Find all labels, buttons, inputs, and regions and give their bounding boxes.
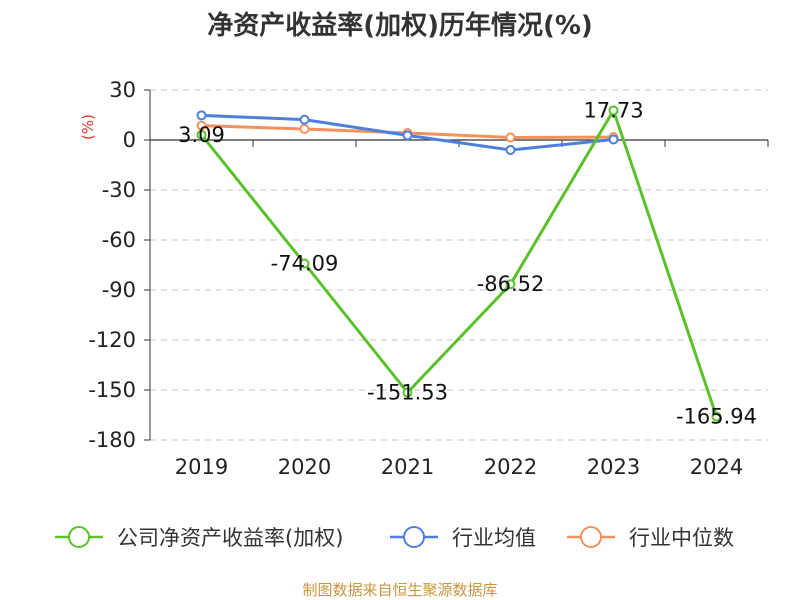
data-point <box>196 110 207 121</box>
data-point <box>299 114 310 125</box>
data-point <box>196 120 207 131</box>
x-tick-label: 2021 <box>381 455 434 479</box>
y-tick-label: -90 <box>102 278 136 302</box>
x-tick-label: 2022 <box>484 455 537 479</box>
legend-marker <box>580 526 602 548</box>
y-tick-label: -180 <box>88 428 136 452</box>
data-point <box>402 387 413 398</box>
y-tick-label: -60 <box>102 228 136 252</box>
data-label: -151.53 <box>367 381 448 405</box>
y-tick-label: -120 <box>88 328 136 352</box>
data-point <box>299 258 310 269</box>
axes: 30 0 -30 -60 -90 -120 -150 -180 2019 2020 2021 2022… <box>88 78 769 479</box>
legend-label: 行业中位数 <box>629 526 734 550</box>
data-label: -165.94 <box>676 405 757 429</box>
y-tick-label: -30 <box>102 178 136 202</box>
data-label: 3.09 <box>178 123 225 147</box>
data-point <box>608 105 619 116</box>
legend-item-2: 行业中位数 <box>567 526 734 550</box>
series-line-0 <box>200 108 718 418</box>
legend-marker <box>403 526 425 548</box>
data-point <box>505 145 516 155</box>
data-label: -74.09 <box>271 251 339 275</box>
data-point <box>299 124 310 134</box>
x-tick-label: 2019 <box>175 455 228 479</box>
x-tick-label: 2023 <box>587 455 640 479</box>
legend-label: 公司净资产收益率(加权) <box>117 526 343 550</box>
series-lines <box>196 105 722 422</box>
x-tick-label: 2024 <box>690 455 743 479</box>
data-label: 17.73 <box>583 98 643 122</box>
data-point <box>608 134 619 145</box>
legend-label: 行业均值 <box>452 526 536 550</box>
source-note: 制图数据来自恒生聚源数据库 <box>302 581 497 599</box>
legend: 公司净资产收益率(加权) 行业均值 行业中位数 <box>55 526 734 550</box>
data-label: -86.52 <box>477 272 545 296</box>
y-tick-label: -150 <box>88 378 136 402</box>
data-point <box>711 411 722 422</box>
legend-item-0: 公司净资产收益率(加权) <box>55 526 343 550</box>
x-tick-label: 2020 <box>278 455 331 479</box>
data-point <box>196 129 207 140</box>
data-point <box>505 132 516 143</box>
chart-title: 净资产收益率(加权)历年情况(%) <box>207 10 593 41</box>
y-axis-unit: (%) <box>79 114 97 140</box>
data-labels: 3.09 -74.09 -151.53 -86.52 17.73 -165.94 <box>178 98 757 428</box>
legend-item-1: 行业均值 <box>390 526 536 550</box>
data-point <box>505 279 516 290</box>
y-tick-label: 30 <box>109 78 136 102</box>
y-tick-label: 0 <box>123 128 136 152</box>
data-point <box>402 130 413 141</box>
legend-marker <box>68 526 90 548</box>
